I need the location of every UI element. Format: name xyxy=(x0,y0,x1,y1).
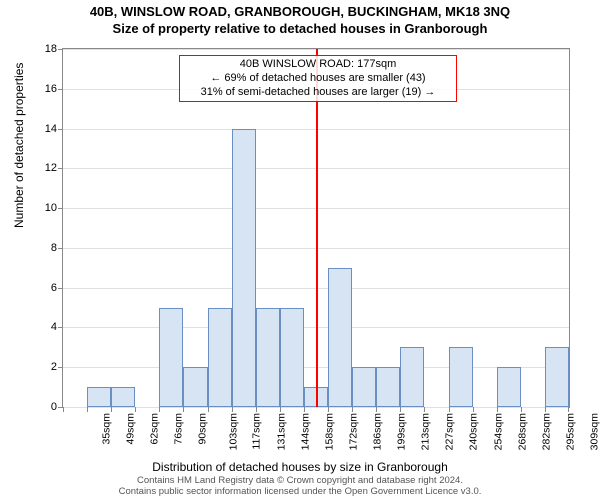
x-tick-mark xyxy=(159,407,160,412)
x-tick-mark xyxy=(63,407,64,412)
x-tick-label: 117sqm xyxy=(250,413,262,450)
x-tick-mark xyxy=(545,407,546,412)
histogram-bar xyxy=(183,367,207,407)
histogram-chart: 02468101214161835sqm49sqm62sqm76sqm90sqm… xyxy=(62,48,570,408)
x-tick-label: 186sqm xyxy=(371,413,383,450)
histogram-bar xyxy=(232,129,256,407)
x-tick-mark xyxy=(352,407,353,412)
y-tick-label: 8 xyxy=(35,242,63,254)
property-marker-line xyxy=(316,49,318,407)
x-tick-mark xyxy=(328,407,329,412)
histogram-bar xyxy=(159,308,183,407)
x-tick-mark xyxy=(449,407,450,412)
x-tick-mark xyxy=(376,407,377,412)
histogram-bar xyxy=(376,367,400,407)
x-tick-mark xyxy=(521,407,522,412)
x-tick-label: 131sqm xyxy=(275,413,287,450)
x-tick-mark xyxy=(256,407,257,412)
histogram-bar xyxy=(497,367,521,407)
x-tick-mark xyxy=(232,407,233,412)
x-tick-label: 144sqm xyxy=(299,413,311,450)
y-tick-label: 14 xyxy=(35,123,63,135)
x-tick-mark xyxy=(208,407,209,412)
y-tick-label: 4 xyxy=(35,321,63,333)
title-block: 40B, WINSLOW ROAD, GRANBOROUGH, BUCKINGH… xyxy=(0,0,600,36)
x-tick-mark xyxy=(497,407,498,412)
x-tick-label: 309sqm xyxy=(588,413,600,450)
histogram-bar xyxy=(545,347,569,407)
grid-line xyxy=(63,407,569,408)
histogram-bar xyxy=(328,268,352,407)
footer-attribution: Contains HM Land Registry data © Crown c… xyxy=(0,476,600,498)
x-tick-label: 295sqm xyxy=(564,413,576,450)
x-tick-mark xyxy=(400,407,401,412)
x-tick-label: 35sqm xyxy=(101,413,113,445)
y-tick-label: 16 xyxy=(35,83,63,95)
x-tick-label: 227sqm xyxy=(444,413,456,450)
x-tick-label: 240sqm xyxy=(468,413,480,450)
y-tick-label: 18 xyxy=(35,43,63,55)
x-tick-label: 49sqm xyxy=(125,413,137,445)
x-tick-label: 254sqm xyxy=(492,413,504,450)
annotation-box: 40B WINSLOW ROAD: 177sqm← 69% of detache… xyxy=(179,55,457,102)
histogram-bar xyxy=(208,308,232,407)
y-tick-label: 6 xyxy=(35,282,63,294)
y-tick-label: 2 xyxy=(35,361,63,373)
x-tick-mark xyxy=(87,407,88,412)
x-tick-mark xyxy=(135,407,136,412)
x-tick-mark xyxy=(473,407,474,412)
y-tick-label: 0 xyxy=(35,401,63,413)
x-axis-title: Distribution of detached houses by size … xyxy=(0,460,600,474)
histogram-bar xyxy=(111,387,135,407)
histogram-bar xyxy=(352,367,376,407)
y-axis-title: Number of detached properties xyxy=(12,63,26,228)
x-tick-label: 172sqm xyxy=(347,413,359,450)
histogram-bar xyxy=(400,347,424,407)
x-tick-mark xyxy=(304,407,305,412)
x-tick-label: 213sqm xyxy=(420,413,432,450)
x-tick-label: 76sqm xyxy=(173,413,185,445)
x-tick-mark xyxy=(424,407,425,412)
page-title: 40B, WINSLOW ROAD, GRANBOROUGH, BUCKINGH… xyxy=(0,4,600,19)
x-tick-label: 199sqm xyxy=(396,413,408,450)
x-tick-label: 158sqm xyxy=(323,413,335,450)
x-tick-mark xyxy=(280,407,281,412)
histogram-bar xyxy=(449,347,473,407)
histogram-bar xyxy=(256,308,280,407)
y-tick-label: 12 xyxy=(35,162,63,174)
footer-line-2: Contains public sector information licen… xyxy=(0,487,600,498)
histogram-bar xyxy=(280,308,304,407)
x-tick-label: 90sqm xyxy=(197,413,209,445)
y-tick-label: 10 xyxy=(35,202,63,214)
x-tick-label: 62sqm xyxy=(149,413,161,445)
page-subtitle: Size of property relative to detached ho… xyxy=(0,21,600,36)
x-tick-mark xyxy=(183,407,184,412)
x-tick-label: 268sqm xyxy=(516,413,528,450)
annotation-line: 31% of semi-detached houses are larger (… xyxy=(186,86,450,100)
x-tick-label: 103sqm xyxy=(227,413,239,450)
annotation-line: 40B WINSLOW ROAD: 177sqm xyxy=(186,58,450,72)
annotation-line: ← 69% of detached houses are smaller (43… xyxy=(186,72,450,86)
x-tick-mark xyxy=(568,407,569,412)
x-tick-mark xyxy=(111,407,112,412)
x-tick-label: 282sqm xyxy=(540,413,552,450)
histogram-bar xyxy=(87,387,111,407)
